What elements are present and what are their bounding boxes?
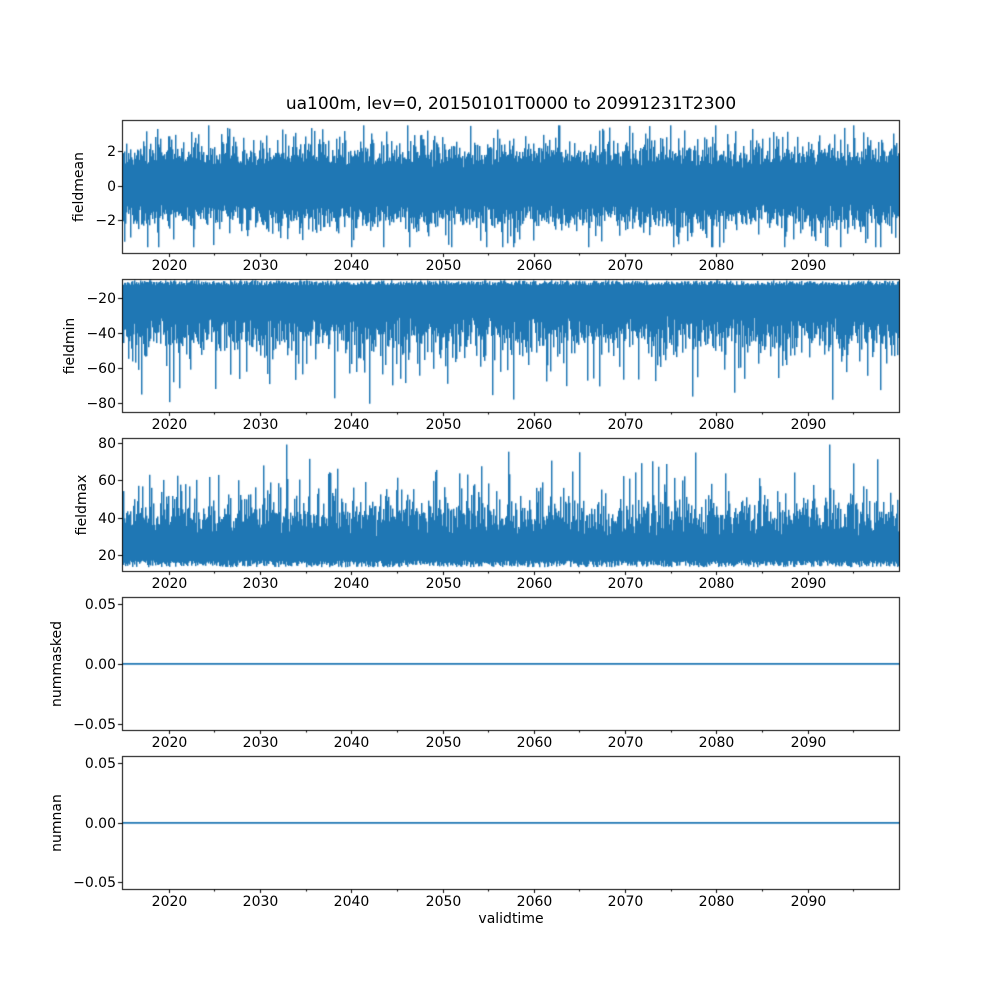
plot-canvas: [0, 0, 1000, 1000]
figure: ua100m, lev=0, 20150101T0000 to 20991231…: [0, 0, 1000, 1000]
